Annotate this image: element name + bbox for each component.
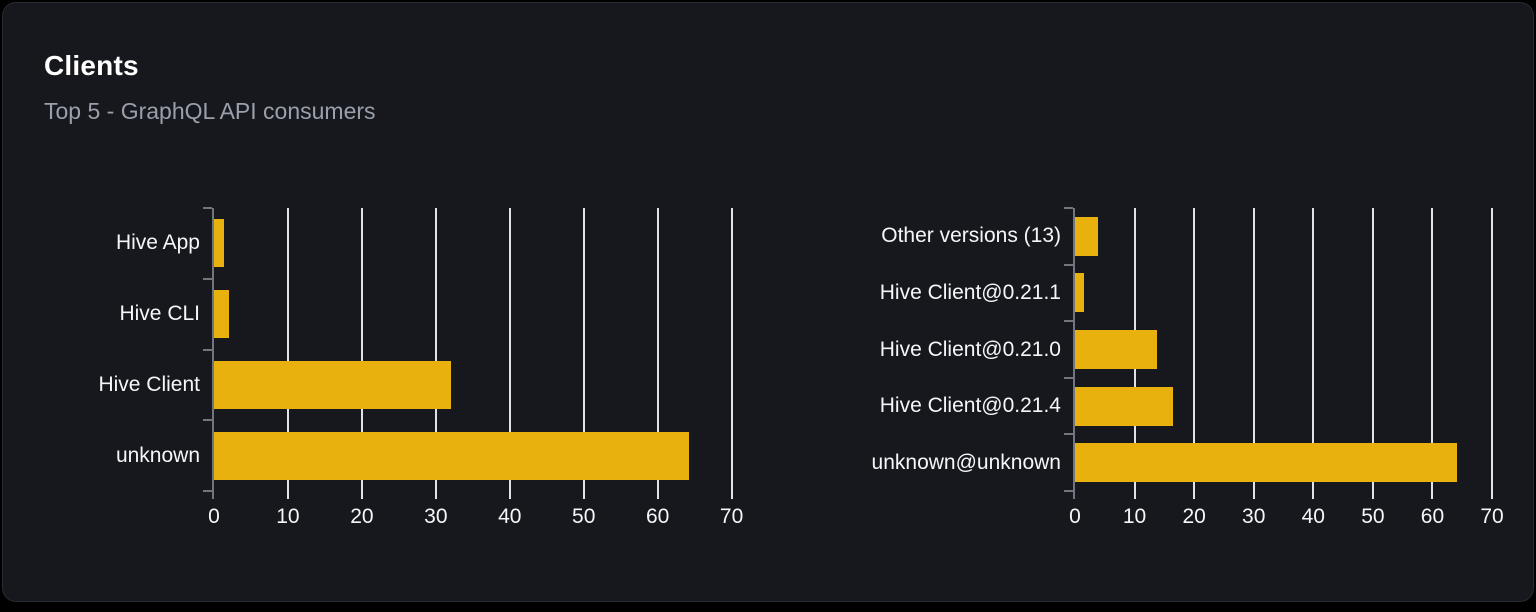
gridline xyxy=(1193,208,1196,491)
y-axis-line xyxy=(212,208,214,491)
gridline xyxy=(286,208,289,491)
card-title: Clients xyxy=(44,50,139,81)
gridline xyxy=(656,208,659,491)
category-label: Hive CLI xyxy=(119,302,200,326)
x-axis-tick xyxy=(1431,491,1434,499)
clients-top5-bar-chart: 0 10 20 30 40 50 60 70 Hive App Hive CLI Hive Clie… xyxy=(3,3,1533,601)
y-axis-bottom-stub xyxy=(212,491,214,499)
y-axis-tick xyxy=(1064,490,1073,492)
x-axis-tick xyxy=(1193,491,1196,499)
bar[interactable] xyxy=(1075,443,1458,483)
y-axis-tick xyxy=(1064,433,1073,436)
y-axis-tick xyxy=(203,277,212,280)
x-tick-label: 30 xyxy=(1242,505,1266,528)
y-axis-bottom-stub xyxy=(1073,491,1075,499)
y-axis-tick xyxy=(1064,207,1073,209)
category-label: Hive Client xyxy=(98,372,200,396)
x-axis-tick xyxy=(1491,491,1494,499)
bar[interactable] xyxy=(214,431,690,480)
gridline xyxy=(1491,208,1494,491)
x-axis-tick xyxy=(286,491,289,499)
x-tick-label: 70 xyxy=(1480,505,1504,528)
bar[interactable] xyxy=(1075,330,1158,369)
x-axis-tick xyxy=(360,491,363,499)
y-axis-tick xyxy=(203,348,212,351)
gridline xyxy=(730,208,733,491)
gridline xyxy=(1371,208,1374,491)
category-label: Hive Client@0.21.4 xyxy=(879,394,1061,418)
category-label: Other versions (13) xyxy=(881,224,1061,248)
y-axis-tick xyxy=(203,490,212,492)
x-axis-tick xyxy=(656,491,659,499)
gridline xyxy=(1312,208,1315,491)
x-axis-tick xyxy=(1133,491,1136,499)
category-label: Hive Client@0.21.0 xyxy=(879,337,1061,361)
y-axis-tick xyxy=(1064,376,1073,379)
x-axis-tick xyxy=(508,491,511,499)
x-tick-label: 60 xyxy=(645,505,670,528)
y-axis-tick xyxy=(1064,320,1073,323)
y-axis-line xyxy=(1073,208,1075,491)
x-tick-label: 0 xyxy=(1069,505,1081,528)
x-tick-label: 30 xyxy=(424,505,448,528)
bar[interactable] xyxy=(1075,386,1173,426)
x-tick-label: 60 xyxy=(1420,505,1445,528)
y-axis-tick xyxy=(1064,263,1073,266)
category-label: unknown xyxy=(115,443,200,467)
x-tick-label: 20 xyxy=(350,505,374,528)
x-tick-label: 0 xyxy=(208,505,220,528)
x-tick-label: 40 xyxy=(1301,505,1325,528)
x-tick-label: 50 xyxy=(1361,505,1385,528)
bar[interactable] xyxy=(1075,273,1084,313)
x-axis-tick xyxy=(1312,491,1315,499)
gridline xyxy=(434,208,437,491)
x-axis-tick xyxy=(1252,491,1255,499)
clients-versions-bar-chart: 0 10 20 30 40 50 60 70 Other versions (13) Hive C… xyxy=(3,3,1533,601)
x-tick-label: 10 xyxy=(1122,505,1147,528)
x-tick-label: 70 xyxy=(719,505,744,528)
x-axis-tick xyxy=(730,491,733,499)
x-tick-label: 20 xyxy=(1182,505,1206,528)
gridline xyxy=(508,208,511,491)
gridline xyxy=(360,208,363,491)
bar[interactable] xyxy=(1075,216,1098,256)
x-tick-label: 10 xyxy=(276,505,300,528)
card-subtitle: Top 5 - GraphQL API consumers xyxy=(44,98,376,124)
bar[interactable] xyxy=(214,219,225,268)
gridline xyxy=(1431,208,1434,491)
category-label: Hive Client@0.21.1 xyxy=(879,280,1061,304)
x-axis-tick xyxy=(582,491,585,499)
y-axis-tick xyxy=(203,207,212,209)
gridline xyxy=(1252,208,1255,491)
clients-card: Clients Top 5 - GraphQL API consumers 0 1… xyxy=(2,2,1534,602)
category-label: unknown@unknown xyxy=(871,450,1061,474)
bar[interactable] xyxy=(214,290,229,339)
x-tick-label: 50 xyxy=(572,505,596,528)
x-tick-label: 40 xyxy=(498,505,522,528)
y-axis-tick xyxy=(203,419,212,422)
x-axis-tick xyxy=(434,491,437,499)
category-label: Hive App xyxy=(115,231,200,255)
bar[interactable] xyxy=(214,360,452,409)
x-axis-tick xyxy=(1371,491,1374,499)
gridline xyxy=(582,208,585,491)
